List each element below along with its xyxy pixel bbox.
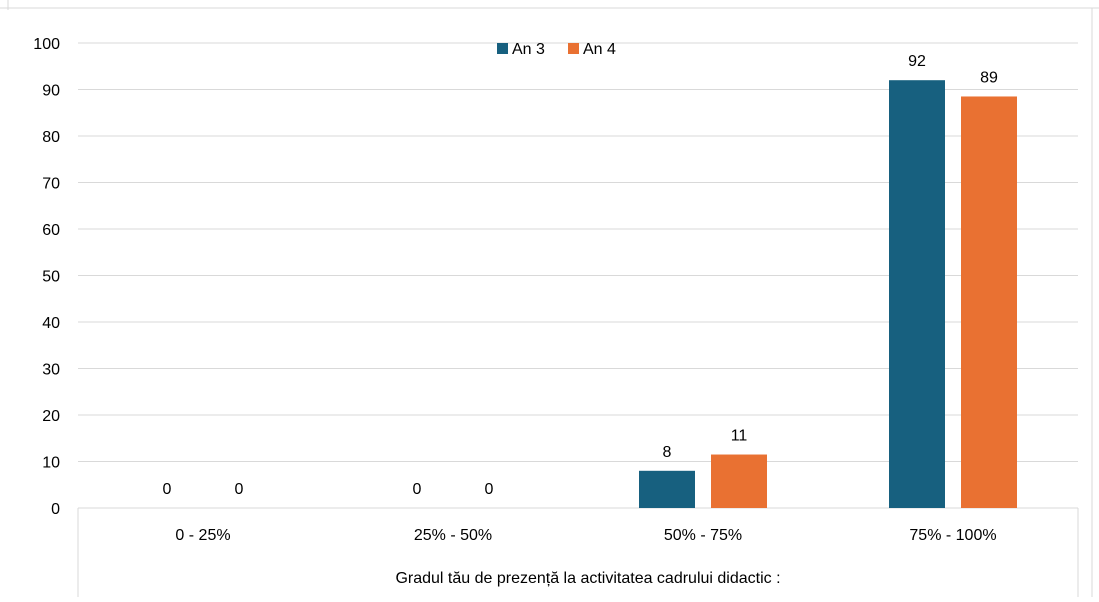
data-label: 0 (413, 481, 422, 498)
y-tick-label: 30 (42, 362, 60, 379)
y-tick-label: 60 (42, 222, 60, 239)
x-tick-label: 50% - 75% (664, 527, 742, 544)
legend-swatch (497, 43, 508, 54)
y-tick-label: 50 (42, 269, 60, 286)
legend-label: An 4 (583, 41, 616, 58)
y-tick-label: 90 (42, 83, 60, 100)
y-tick-label: 100 (33, 36, 60, 53)
legend-label: An 3 (512, 41, 545, 58)
bar (711, 454, 767, 508)
data-label: 0 (235, 481, 244, 498)
y-tick-label: 10 (42, 455, 60, 472)
y-tick-label: 0 (51, 501, 60, 518)
bar (961, 96, 1017, 508)
data-label: 89 (980, 69, 998, 86)
y-axis-tick-labels: 0 10 20 30 40 50 60 70 80 90 100 (33, 36, 60, 518)
bar (889, 80, 945, 508)
y-tick-label: 20 (42, 408, 60, 425)
x-axis-title: Gradul tău de prezență la activitatea ca… (395, 570, 780, 587)
x-tick-label: 75% - 100% (909, 527, 996, 544)
data-label: 92 (908, 53, 926, 70)
bar (639, 470, 695, 508)
legend: An 3 An 4 (497, 41, 616, 58)
x-tick-label: 25% - 50% (414, 527, 492, 544)
x-axis-category-labels: 0 - 25% 25% - 50% 50% - 75% 75% - 100% (175, 527, 996, 544)
y-tick-label: 70 (42, 176, 60, 193)
x-tick-label: 0 - 25% (175, 527, 230, 544)
bars (639, 80, 1017, 508)
data-label: 11 (731, 428, 748, 445)
data-label: 8 (663, 444, 672, 461)
y-tick-label: 40 (42, 315, 60, 332)
data-label: 0 (485, 481, 494, 498)
data-label: 0 (163, 481, 172, 498)
legend-swatch (568, 43, 579, 54)
y-tick-label: 80 (42, 129, 60, 146)
data-labels: 0 0 0 0 8 11 92 89 (163, 53, 998, 498)
